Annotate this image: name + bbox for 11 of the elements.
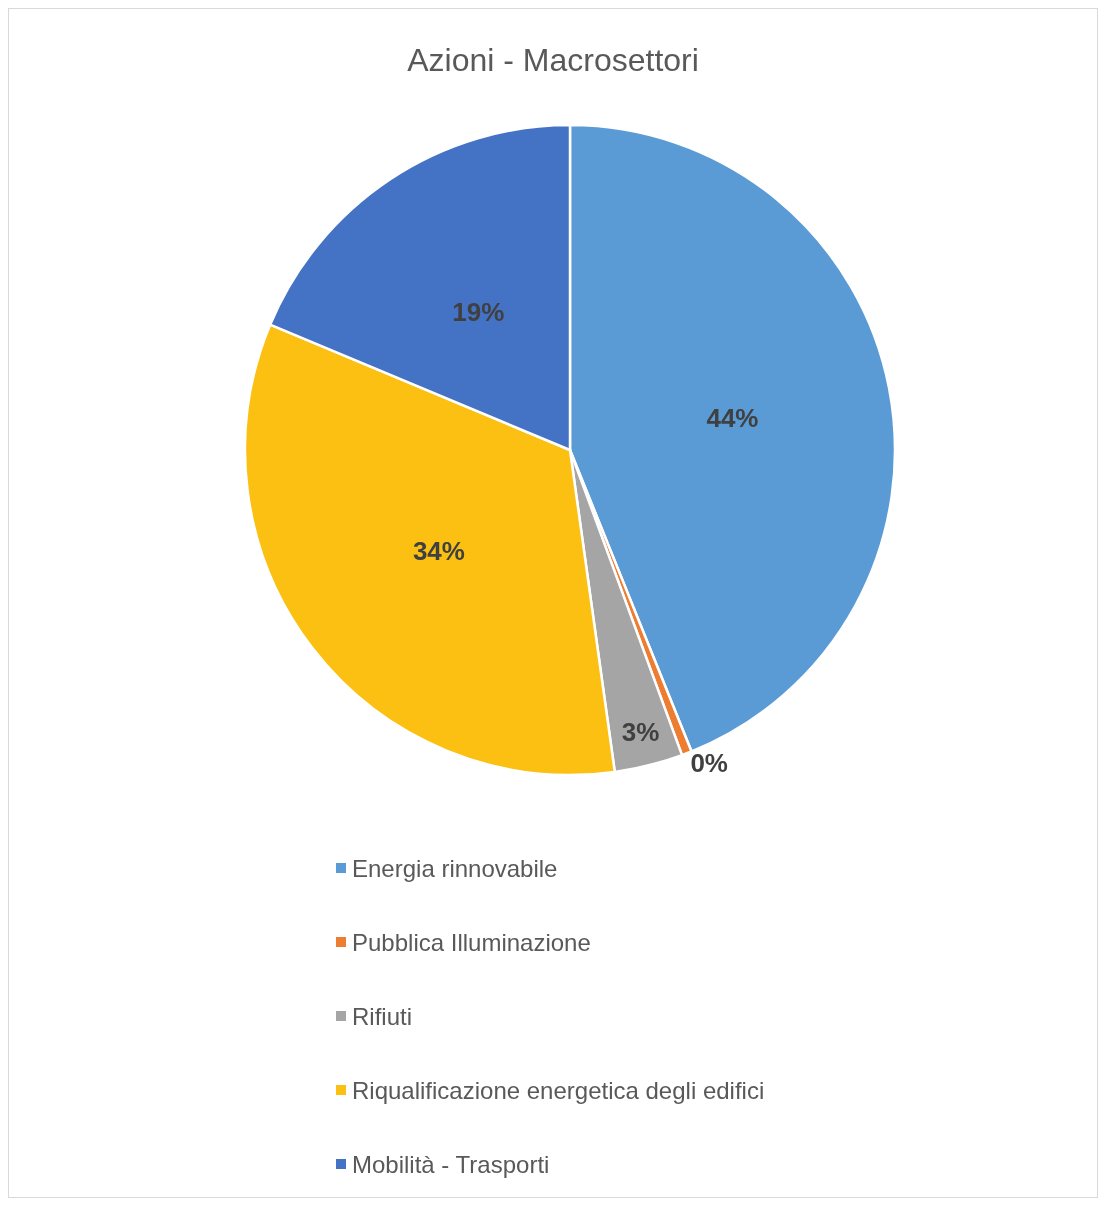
data-label: 34%	[412, 536, 465, 567]
chart-title: Azioni - Macrosettori	[407, 42, 699, 78]
data-label: 0%	[690, 747, 728, 778]
legend-label: Mobilità - Trasporti	[352, 1150, 550, 1178]
data-label: 3%	[621, 716, 660, 747]
legend-label: Riqualificazione energetica degli edifici	[352, 1076, 765, 1104]
legend-label: Energia rinnovabile	[352, 854, 558, 882]
legend-label: Pubblica Illuminazione	[352, 928, 591, 956]
legend-label: Rifiuti	[352, 1002, 413, 1030]
data-label: 19%	[452, 297, 505, 328]
data-label: 44%	[706, 403, 759, 434]
